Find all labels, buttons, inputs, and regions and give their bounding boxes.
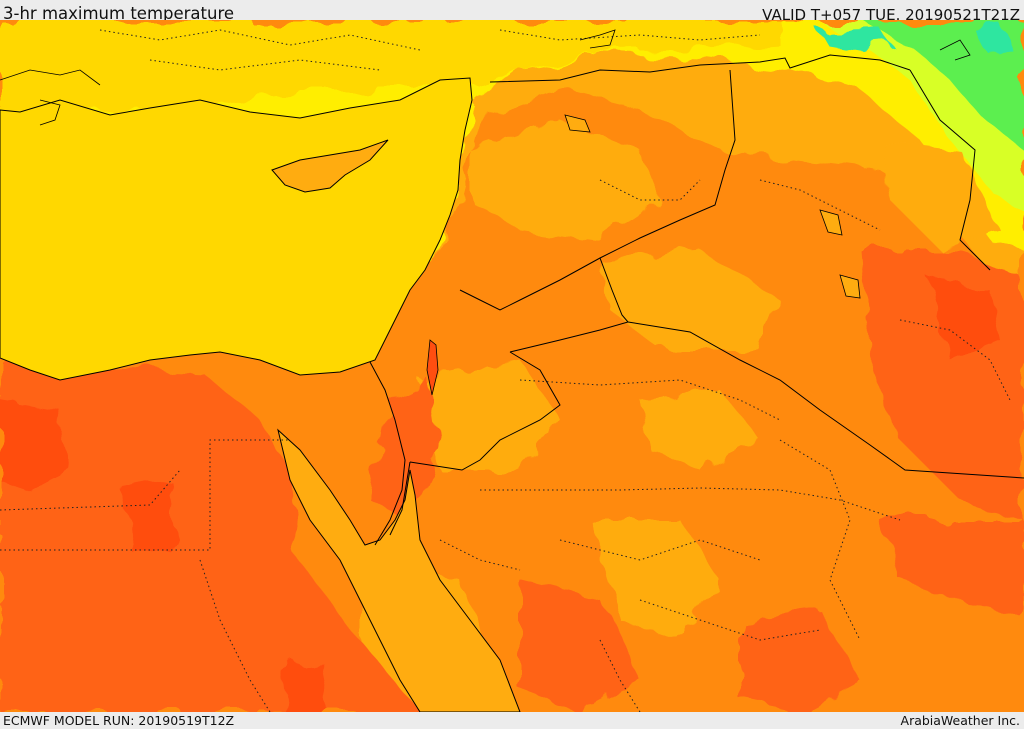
- map-title: 3-hr maximum temperature: [3, 4, 235, 23]
- dead-sea: [426, 339, 439, 396]
- valid-time: VALID T+057 TUE. 20190521T21Z: [762, 6, 1020, 24]
- model-run-label: ECMWF MODEL RUN: 20190519T12Z: [3, 713, 235, 728]
- lake-1: [564, 114, 591, 133]
- credit-label: ArabiaWeather Inc.: [900, 713, 1020, 728]
- lake-2: [819, 209, 843, 236]
- temperature-map: [0, 20, 1024, 712]
- country-borders: [369, 54, 1024, 546]
- header-bar: 3-hr maximum temperature VALID T+057 TUE…: [0, 0, 1024, 24]
- cyprus-island: [271, 139, 389, 193]
- lake-3: [839, 274, 861, 299]
- hot-zones: [0, 250, 1024, 712]
- north-coast-detail: [0, 29, 971, 126]
- footer-bar: ECMWF MODEL RUN: 20190519T12Z ArabiaWeat…: [0, 712, 1024, 729]
- red-sea: [277, 428, 521, 712]
- province-borders: [0, 29, 1011, 712]
